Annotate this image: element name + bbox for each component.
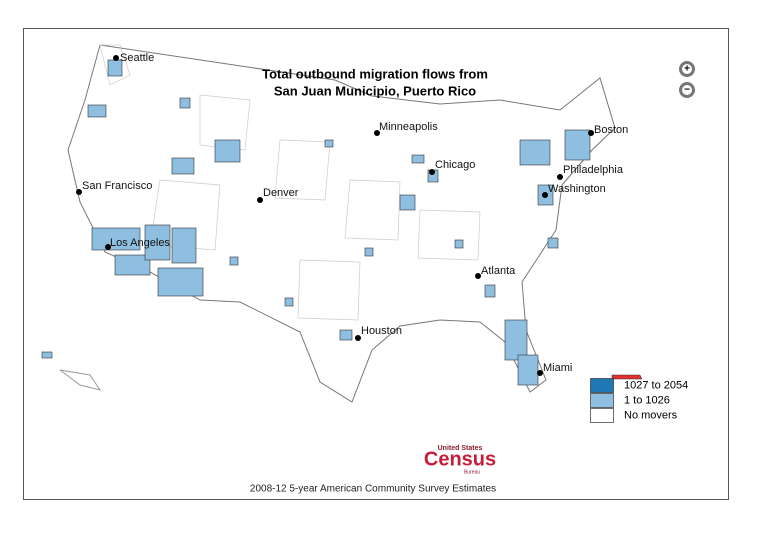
city-dot <box>105 244 111 250</box>
logo-top: United States <box>438 445 483 452</box>
city-dot <box>537 370 543 376</box>
city-dot <box>355 335 361 341</box>
logo-bottom: Bureau <box>464 469 480 475</box>
legend-label: 1 to 1026 <box>624 394 670 406</box>
city-dot <box>257 197 263 203</box>
zoom-in[interactable]: + <box>679 61 695 77</box>
city-dot <box>76 189 82 195</box>
zoom-out-label[interactable]: − <box>684 85 690 96</box>
city-dot <box>475 273 481 279</box>
city-label: Miami <box>543 362 572 374</box>
puerto-rico <box>611 374 643 380</box>
county-flows <box>41 59 591 386</box>
legend-label: 1027 to 2054 <box>624 379 688 391</box>
legend-swatch <box>590 393 614 408</box>
legend-label: No movers <box>624 409 678 421</box>
city-label: Los Angeles <box>110 237 170 249</box>
legend-swatch <box>590 378 614 393</box>
logo-main: Census <box>424 448 496 470</box>
city-label: Atlanta <box>481 265 516 277</box>
us-map <box>41 44 643 403</box>
state-borders <box>99 44 481 321</box>
city-dot <box>113 55 119 61</box>
city-label: Boston <box>594 124 628 136</box>
city-label: Denver <box>263 187 299 199</box>
city-label: Seattle <box>120 52 154 64</box>
legend-swatch <box>590 408 614 423</box>
city-label: Minneapolis <box>379 121 438 133</box>
city-label: Washington <box>548 183 606 195</box>
hawaii <box>59 369 102 391</box>
census-logo: United States Census Bureau <box>424 445 496 475</box>
city-label: Philadelphia <box>563 164 624 176</box>
city-dot <box>542 192 548 198</box>
city-dot <box>429 169 435 175</box>
zoom-out[interactable]: − <box>679 82 695 98</box>
city-label: Houston <box>361 325 402 337</box>
map-title: San Juan Municipio, Puerto Rico <box>274 83 476 98</box>
zoom-in-label[interactable]: + <box>684 64 690 75</box>
city-dot <box>588 130 594 136</box>
footer: 2008-12 5-year American Community Survey… <box>250 484 496 495</box>
city-dot <box>557 174 563 180</box>
map-title: Total outbound migration flows from <box>262 66 488 81</box>
city-dot <box>374 130 380 136</box>
city-label: San Francisco <box>82 180 152 192</box>
city-label: Chicago <box>435 159 475 171</box>
